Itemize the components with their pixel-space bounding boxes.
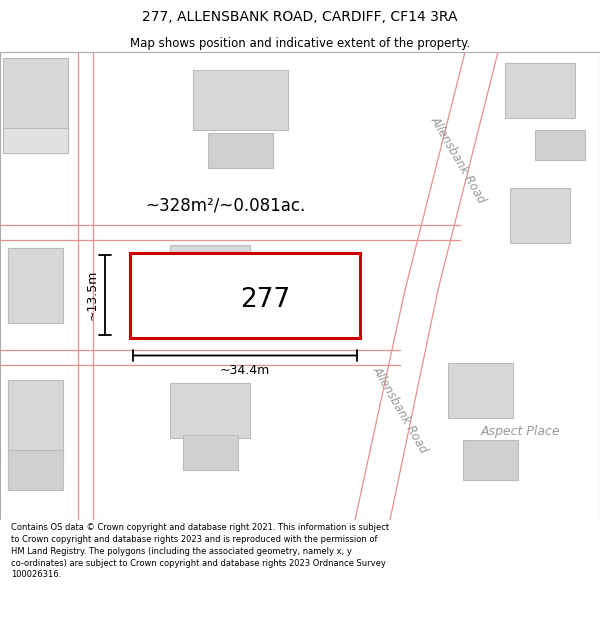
Bar <box>170 382 250 438</box>
Text: ~34.4m: ~34.4m <box>220 364 270 376</box>
Bar <box>2 58 67 152</box>
Text: Allensbank Road: Allensbank Road <box>428 114 488 206</box>
Text: Allensbank Road: Allensbank Road <box>370 364 430 456</box>
Bar <box>505 62 575 118</box>
Bar <box>463 440 517 480</box>
Bar <box>2 127 67 152</box>
Bar <box>510 188 570 242</box>
Text: Aspect Place: Aspect Place <box>480 426 560 439</box>
Text: 277, ALLENSBANK ROAD, CARDIFF, CF14 3RA: 277, ALLENSBANK ROAD, CARDIFF, CF14 3RA <box>142 11 458 24</box>
Bar <box>535 130 585 160</box>
Bar <box>7 450 62 490</box>
Bar <box>448 362 512 418</box>
Bar <box>170 245 250 295</box>
Text: ~328m²/~0.081ac.: ~328m²/~0.081ac. <box>145 197 305 215</box>
Bar <box>130 253 360 338</box>
Bar <box>7 380 62 460</box>
Text: Map shows position and indicative extent of the property.: Map shows position and indicative extent… <box>130 38 470 51</box>
Text: Contains OS data © Crown copyright and database right 2021. This information is : Contains OS data © Crown copyright and d… <box>11 523 389 579</box>
Text: ~13.5m: ~13.5m <box>86 270 99 320</box>
Text: 277: 277 <box>240 287 290 313</box>
Bar <box>180 290 240 320</box>
Bar <box>182 434 238 469</box>
Bar <box>193 70 287 130</box>
Bar <box>208 132 272 168</box>
Bar <box>7 248 62 322</box>
